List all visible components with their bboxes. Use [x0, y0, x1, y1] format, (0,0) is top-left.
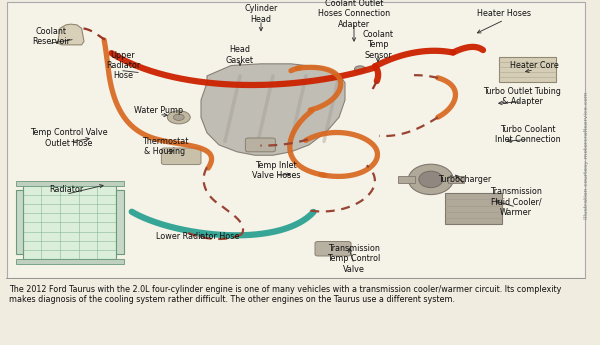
Bar	[16, 181, 124, 186]
FancyBboxPatch shape	[315, 241, 351, 256]
FancyBboxPatch shape	[245, 138, 275, 152]
Text: Lower Radiator Hose: Lower Radiator Hose	[157, 232, 239, 241]
Text: Cylinder
Head: Cylinder Head	[244, 4, 278, 23]
Bar	[445, 193, 502, 224]
Text: Coolant
Reservoir: Coolant Reservoir	[32, 27, 70, 46]
Bar	[398, 176, 415, 183]
Text: Radiator: Radiator	[49, 185, 83, 194]
Bar	[0, 278, 600, 345]
Bar	[448, 176, 464, 183]
Ellipse shape	[408, 164, 454, 195]
Text: Transmission
Temp Control
Valve: Transmission Temp Control Valve	[328, 244, 380, 274]
Polygon shape	[58, 24, 84, 45]
Text: Temp Inlet
Valve Hoses: Temp Inlet Valve Hoses	[252, 161, 300, 180]
Text: Thermostat
& Housing: Thermostat & Housing	[142, 137, 188, 156]
Text: Illustration courtesy motorcraftservice.com: Illustration courtesy motorcraftservice.…	[584, 91, 589, 219]
Ellipse shape	[419, 171, 443, 188]
Text: Head
Gasket: Head Gasket	[226, 46, 254, 65]
Bar	[116, 190, 124, 254]
Ellipse shape	[167, 111, 190, 124]
Text: Transmission
Fluid Cooler/
Warmer: Transmission Fluid Cooler/ Warmer	[490, 187, 542, 217]
Text: Turbo Outlet Tubing
& Adapter: Turbo Outlet Tubing & Adapter	[483, 87, 561, 106]
Bar	[7, 2, 585, 278]
Bar	[499, 57, 556, 82]
Bar	[23, 185, 116, 259]
Ellipse shape	[355, 66, 365, 72]
Text: Heater Core: Heater Core	[509, 61, 559, 70]
Polygon shape	[201, 64, 345, 155]
Text: Water Pump: Water Pump	[134, 106, 184, 115]
Text: Coolant
Temp
Sensor: Coolant Temp Sensor	[362, 30, 394, 60]
FancyBboxPatch shape	[161, 148, 201, 165]
Text: Turbo Coolant
Inlet Connection: Turbo Coolant Inlet Connection	[495, 125, 561, 144]
Text: Turbocharger: Turbocharger	[439, 175, 491, 184]
Bar	[16, 259, 124, 264]
Text: Temp Control Valve
Outlet Hose: Temp Control Valve Outlet Hose	[30, 128, 108, 148]
Text: Upper
Radiator
Hose: Upper Radiator Hose	[106, 51, 140, 80]
Text: Coolant Outlet
Hoses Connection
Adapter: Coolant Outlet Hoses Connection Adapter	[318, 0, 390, 29]
Ellipse shape	[173, 114, 184, 120]
Bar	[16, 190, 23, 254]
Text: Heater Hoses: Heater Hoses	[477, 9, 531, 18]
Text: The 2012 Ford Taurus with the 2.0L four-cylinder engine is one of many vehicles : The 2012 Ford Taurus with the 2.0L four-…	[9, 285, 562, 304]
